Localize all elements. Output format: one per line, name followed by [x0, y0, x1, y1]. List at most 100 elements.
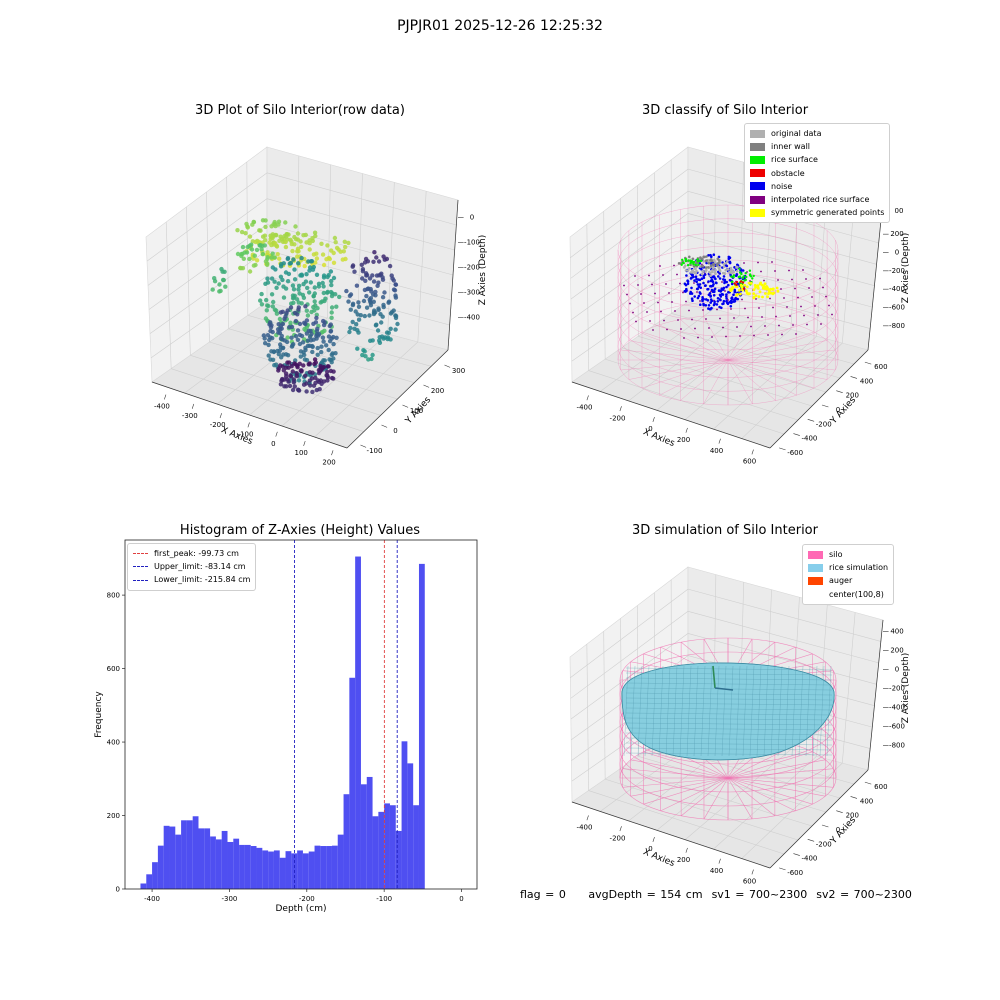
noise-point: [722, 286, 726, 290]
raw-point: [316, 370, 322, 376]
noise-point: [727, 283, 730, 287]
sim-y-tick: [864, 781, 872, 785]
raw-point: [325, 289, 330, 295]
noise-point: [709, 279, 713, 283]
noise-point: [699, 303, 702, 307]
rice-mesh-line: [742, 665, 748, 757]
interpolated-point: [764, 325, 766, 327]
silo-spoke: [727, 324, 797, 361]
raw-point: [298, 239, 303, 244]
cls-x-tick: [652, 416, 655, 422]
interpolated-point: [831, 313, 833, 316]
raw-point: [321, 339, 326, 344]
histogram-legend: first_peak: -99.73 cm Upper_limit: -83.14…: [127, 543, 257, 591]
cls-x-tick-label: 400: [710, 447, 723, 455]
rice-surface-point: [682, 261, 685, 265]
cls-y-tick: [779, 447, 786, 451]
raw-point: [380, 295, 386, 300]
raw-point: [328, 368, 334, 374]
legend-label: original data: [771, 129, 822, 138]
raw-point: [218, 288, 223, 294]
histogram-bar: [227, 841, 234, 889]
grid-line: [146, 172, 268, 262]
legend-label: Lower_limit: -215.84 cm: [154, 575, 251, 585]
symmetric-point: [776, 289, 780, 293]
raw-point: [393, 327, 398, 332]
raw-point: [240, 244, 246, 250]
raw-point: [304, 318, 310, 323]
raw-point: [328, 269, 334, 274]
raw-point: [319, 241, 324, 246]
interpolated-point: [755, 298, 757, 300]
sim-x-tick: [652, 836, 655, 842]
grid-line: [600, 308, 714, 392]
raw-point: [313, 380, 318, 386]
interpolated-point: [721, 281, 723, 283]
obstacle-point: [735, 280, 739, 284]
raw-point: [235, 228, 240, 233]
legend-entry: original data: [750, 127, 884, 140]
raw-point: [265, 255, 270, 260]
raw-point: [283, 239, 288, 245]
raw-point: [364, 293, 369, 299]
raw-point: [288, 237, 293, 242]
inner-wall-point: [707, 261, 711, 265]
raw-point: [358, 313, 363, 318]
raw-point: [273, 241, 278, 246]
histogram-bar: [326, 846, 332, 889]
legend-entry: silo: [808, 548, 888, 561]
raw-point: [286, 232, 291, 237]
silo-spoke: [727, 340, 828, 361]
noise-point: [683, 282, 687, 286]
rice-mesh-line: [625, 747, 833, 751]
interpolated-point: [626, 293, 628, 296]
z-axis-label: Z Axies (Depth): [901, 653, 911, 724]
raw-point: [380, 275, 385, 280]
x-axis-label: X Axies: [641, 847, 676, 869]
rice-surface-point: [732, 274, 736, 277]
raw-point: [254, 247, 260, 253]
grid-line: [687, 213, 877, 265]
raw-point: [350, 301, 356, 306]
cls-y-tick-label: -600: [787, 449, 803, 457]
interpolated-point: [781, 333, 783, 336]
raw-point: [363, 271, 369, 276]
noise-point: [722, 299, 726, 303]
raw-point: [267, 240, 272, 245]
interpolated-point: [632, 311, 634, 314]
interpolated-point: [792, 324, 794, 326]
raw-point: [270, 304, 275, 309]
noise-point: [734, 297, 737, 301]
interpolated-point: [635, 320, 637, 323]
raw-point: [310, 344, 315, 349]
raw-point: [303, 304, 308, 309]
symmetric-point: [757, 295, 761, 298]
grid-line: [621, 347, 813, 407]
raw-point: [388, 311, 394, 316]
raw-point: [329, 315, 334, 320]
class-points: [677, 253, 780, 311]
noise-point: [721, 293, 725, 296]
original-point: [730, 271, 733, 275]
rice-mesh-line: [625, 732, 833, 736]
noise-point: [720, 306, 723, 310]
interpolated-point: [769, 297, 771, 300]
raw-point: [331, 250, 336, 256]
raw-point: [266, 303, 271, 309]
raw-points: [210, 218, 400, 395]
rice-surface-point: [730, 280, 734, 284]
interpolated-point: [693, 282, 695, 284]
raw-point: [362, 313, 367, 319]
histogram-bar: [152, 862, 158, 889]
noise-point: [685, 274, 688, 277]
interpolated-point: [679, 282, 681, 285]
raw-point: [308, 383, 313, 388]
noise-point: [690, 297, 694, 301]
auger-shaft: [712, 665, 716, 689]
histogram-title: Histogram of Z-Axies (Height) Values: [179, 523, 421, 538]
legend-swatch: [808, 577, 823, 585]
raw-x-tick: [331, 450, 334, 456]
raw-y-tick-label: -100: [367, 447, 383, 455]
interpolated-point: [634, 275, 636, 277]
raw-point: [309, 259, 315, 264]
